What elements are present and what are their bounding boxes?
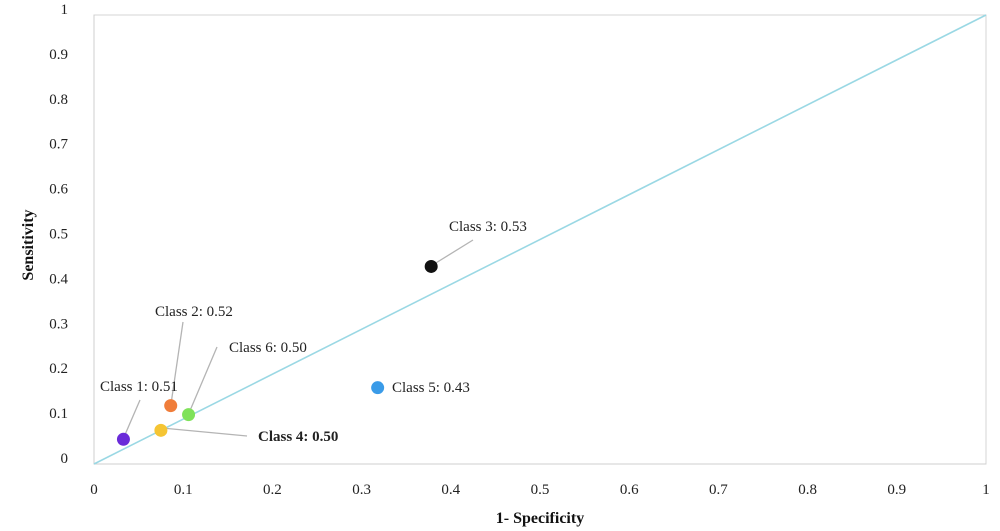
y-tick-label: 0.6 — [49, 182, 68, 198]
x-tick-label: 0.5 — [531, 482, 550, 498]
data-label: Class 6: 0.50 — [229, 340, 307, 356]
x-tick-label: 0.7 — [709, 482, 728, 498]
leader-line — [170, 321, 184, 405]
reference-diagonal-line — [93, 14, 987, 465]
x-tick-label: 0.3 — [352, 482, 371, 498]
data-point — [182, 408, 196, 422]
x-axis-title: 1- Specificity — [496, 510, 584, 527]
data-point — [371, 381, 385, 395]
leader-line — [161, 427, 248, 437]
y-tick-label: 0.3 — [49, 316, 68, 332]
y-tick-label: 0.7 — [49, 137, 68, 153]
data-point — [154, 423, 168, 437]
y-axis-title: Sensitivity — [20, 209, 37, 280]
point-labels: Class 1: 0.51 Class 2: 0.52 Class 3: 0.53 C… — [100, 219, 527, 445]
x-tick-label: 0.9 — [887, 482, 906, 498]
x-tick-label: 0 — [90, 482, 98, 498]
y-tick-label: 0.8 — [49, 92, 68, 108]
data-label: Class 4: 0.50 — [258, 429, 338, 445]
x-tick-label: 0.2 — [263, 482, 282, 498]
data-point — [424, 259, 438, 273]
leader-line — [188, 346, 218, 414]
y-tick-label: 0.4 — [49, 271, 68, 287]
y-tick-label: 0 — [61, 451, 69, 467]
x-tick-label: 0.6 — [620, 482, 639, 498]
y-tick-label: 0.2 — [49, 361, 68, 377]
x-tick-label: 0.8 — [798, 482, 817, 498]
axes: 0 0.1 0.2 0.3 0.4 0.5 0.6 0.7 0.8 0.9 1 0 0.1 0.2 0.3 0… — [49, 2, 990, 498]
reference-line-group — [93, 14, 987, 465]
x-tick-label: 0.4 — [441, 482, 460, 498]
leader-lines — [123, 239, 474, 438]
x-tick-label: 1 — [982, 482, 990, 498]
data-point — [164, 399, 178, 413]
data-label: Class 5: 0.43 — [392, 380, 470, 396]
data-label: Class 2: 0.52 — [155, 304, 233, 320]
leader-line — [430, 239, 474, 267]
y-tick-label: 0.5 — [49, 227, 68, 243]
x-tick-label: 0.1 — [174, 482, 193, 498]
data-points — [116, 259, 438, 446]
y-tick-label: 1 — [61, 2, 69, 18]
data-point — [116, 432, 130, 446]
data-label: Class 1: 0.51 — [100, 379, 178, 395]
data-label: Class 3: 0.53 — [449, 219, 527, 235]
leader-line — [123, 399, 141, 438]
y-tick-label: 0.1 — [49, 406, 68, 422]
y-tick-label: 0.9 — [49, 47, 68, 63]
